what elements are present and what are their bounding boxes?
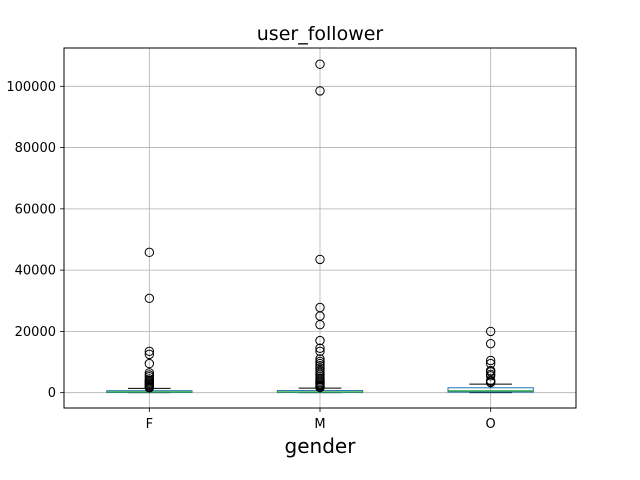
outlier-point bbox=[144, 349, 155, 360]
outlier-point bbox=[315, 319, 325, 330]
outlier-point bbox=[144, 383, 155, 393]
y-tick-label: 100000 bbox=[6, 80, 56, 95]
outlier-point bbox=[315, 356, 325, 367]
outlier-point bbox=[315, 343, 325, 353]
outliers-layer bbox=[144, 59, 496, 393]
outlier-point bbox=[315, 254, 325, 265]
outlier-point bbox=[315, 382, 325, 393]
outlier-point bbox=[315, 86, 325, 96]
x-tick-label: F bbox=[146, 417, 153, 432]
outlier-point bbox=[315, 354, 325, 364]
outlier-point bbox=[485, 355, 496, 366]
y-tick-label: 20000 bbox=[15, 325, 56, 340]
y-tick-label: 60000 bbox=[15, 202, 56, 217]
outlier-point bbox=[485, 377, 496, 388]
outlier-point bbox=[315, 59, 325, 69]
outlier-point bbox=[144, 293, 155, 304]
x-tick-label: O bbox=[486, 417, 496, 432]
outlier-point bbox=[485, 338, 496, 349]
outlier-point bbox=[485, 326, 496, 337]
outlier-point bbox=[315, 335, 325, 346]
outlier-point bbox=[315, 346, 325, 357]
outlier-point bbox=[144, 247, 155, 258]
axis-ticks: 0 20000 40000 60000 80000 100000 F M O bbox=[6, 80, 495, 432]
x-tick-label: M bbox=[314, 417, 325, 432]
chart-title: user_follower bbox=[257, 23, 384, 45]
y-tick-label: 0 bbox=[48, 386, 56, 401]
box-body bbox=[447, 387, 534, 393]
y-tick-label: 40000 bbox=[15, 264, 56, 279]
grid-lines bbox=[64, 48, 576, 408]
y-tick-label: 80000 bbox=[15, 141, 56, 156]
outlier-point bbox=[144, 358, 155, 369]
outlier-point bbox=[485, 371, 496, 381]
outlier-point bbox=[144, 346, 155, 357]
x-axis-label: gender bbox=[285, 434, 357, 458]
